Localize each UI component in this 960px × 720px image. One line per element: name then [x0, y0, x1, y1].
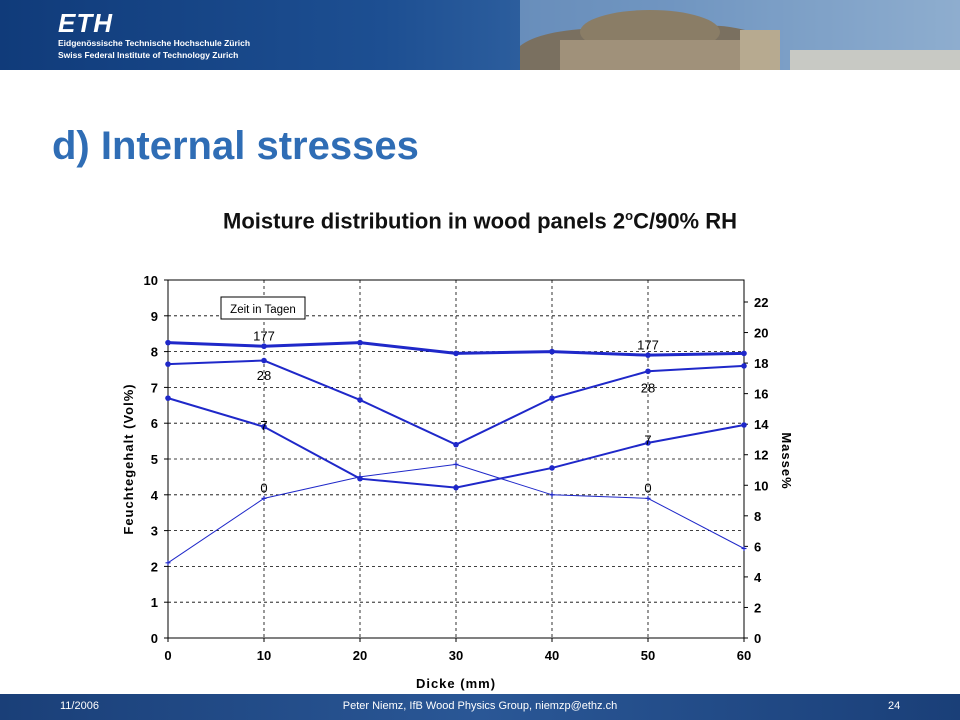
legend-box — [220, 296, 306, 320]
chart-title-degree: o — [625, 208, 634, 223]
data-label: 28 — [641, 380, 655, 395]
series-point-177 — [261, 343, 267, 350]
y-tick-label: 3 — [151, 524, 158, 539]
x-tick-label: 10 — [257, 648, 271, 663]
y2-tick-label: 10 — [754, 478, 768, 493]
data-label: 7 — [644, 432, 651, 447]
eth-name-de: Eidgenössische Technische Hochschule Zür… — [58, 38, 251, 48]
y-tick-label: 7 — [151, 380, 158, 395]
data-label: 0 — [260, 481, 267, 496]
series-point-177 — [549, 348, 555, 355]
x-tick-label: 60 — [737, 648, 751, 663]
y2-tick-label: 16 — [754, 387, 768, 402]
footer-date: 11/2006 — [60, 700, 99, 712]
y-tick-label: 8 — [151, 345, 158, 360]
y-tick-label: 10 — [144, 273, 158, 288]
building-photo — [520, 0, 960, 70]
x-tick-label: 30 — [449, 648, 463, 663]
y-axis-label: Feuchtegehalt (Vol%) — [121, 383, 136, 534]
y-tick-label: 4 — [151, 488, 159, 503]
data-label: 7 — [260, 418, 267, 433]
series-point-7 — [741, 422, 747, 428]
y-tick-label: 5 — [151, 452, 158, 467]
y2-tick-label: 8 — [754, 509, 761, 524]
series-point-177 — [165, 339, 171, 346]
series-point-28 — [549, 395, 555, 401]
header-banner: ETH Eidgenössische Technische Hochschule… — [0, 0, 960, 70]
x-tick-label: 50 — [641, 648, 655, 663]
data-label: 177 — [253, 328, 275, 343]
y2-tick-label: 20 — [754, 326, 768, 341]
y-tick-label: 9 — [151, 309, 158, 324]
y-tick-label: 1 — [151, 595, 158, 610]
series-point-0 — [261, 495, 267, 501]
series-point-7 — [261, 423, 267, 430]
series-point-0 — [165, 560, 171, 566]
series-point-7 — [453, 484, 459, 491]
data-label: 28 — [257, 368, 271, 383]
y2-tick-label: 6 — [754, 539, 761, 554]
series-point-28 — [741, 363, 747, 369]
series-point-0 — [741, 546, 747, 551]
footer-author: Peter Niemz, IfB Wood Physics Group, nie… — [342, 700, 618, 712]
series-point-177 — [357, 339, 363, 346]
series-point-7 — [549, 465, 555, 471]
y-tick-label: 2 — [151, 559, 158, 574]
page-number: 24 — [888, 700, 901, 712]
eth-logo[interactable]: ETH — [58, 8, 113, 38]
y2-tick-label: 22 — [754, 295, 768, 310]
y-tick-label: 6 — [151, 416, 158, 431]
y2-tick-label: 4 — [754, 570, 762, 585]
x-axis-label: Dicke (mm) — [416, 676, 496, 691]
series-point-0 — [645, 495, 651, 501]
series-point-28 — [357, 397, 363, 403]
chart-title-rest: C/90% RH — [633, 208, 737, 234]
series-point-28 — [261, 357, 267, 364]
y2-tick-label: 12 — [754, 448, 768, 463]
legend-box-label: Zeit in Tagen — [230, 304, 296, 316]
slide-title: d) Internal stresses — [52, 124, 419, 168]
x-tick-label: 0 — [164, 648, 171, 663]
series-point-177 — [453, 350, 459, 357]
series-point-0 — [453, 461, 459, 467]
y2-axis-label: Masse% — [779, 432, 794, 489]
data-label: 0 — [644, 481, 651, 496]
chart-title-main: Moisture distribution in wood panels 2 — [223, 208, 626, 234]
footer-bar: 11/2006 Peter Niemz, IfB Wood Physics Gr… — [0, 694, 960, 720]
y2-tick-label: 14 — [754, 417, 769, 432]
data-label: 177 — [637, 337, 659, 352]
series-point-177 — [741, 350, 747, 357]
series-point-177 — [645, 352, 651, 358]
series-point-7 — [645, 440, 651, 446]
chart-title: Moisture distribution in wood panels 2oC… — [0, 208, 960, 234]
x-tick-label: 20 — [353, 648, 367, 663]
y-tick-label: 0 — [151, 631, 158, 646]
y2-tick-label: 0 — [754, 631, 761, 646]
eth-name-en: Swiss Federal Institute of Technology Zu… — [58, 50, 239, 60]
series-point-7 — [357, 475, 363, 482]
x-tick-label: 40 — [545, 648, 559, 663]
y2-tick-label: 18 — [754, 356, 768, 371]
series-point-28 — [453, 441, 459, 448]
series-point-28 — [645, 368, 651, 375]
series-point-7 — [165, 395, 171, 401]
series-point-28 — [165, 361, 171, 367]
y2-tick-label: 2 — [754, 600, 761, 615]
series-point-0 — [549, 492, 555, 498]
